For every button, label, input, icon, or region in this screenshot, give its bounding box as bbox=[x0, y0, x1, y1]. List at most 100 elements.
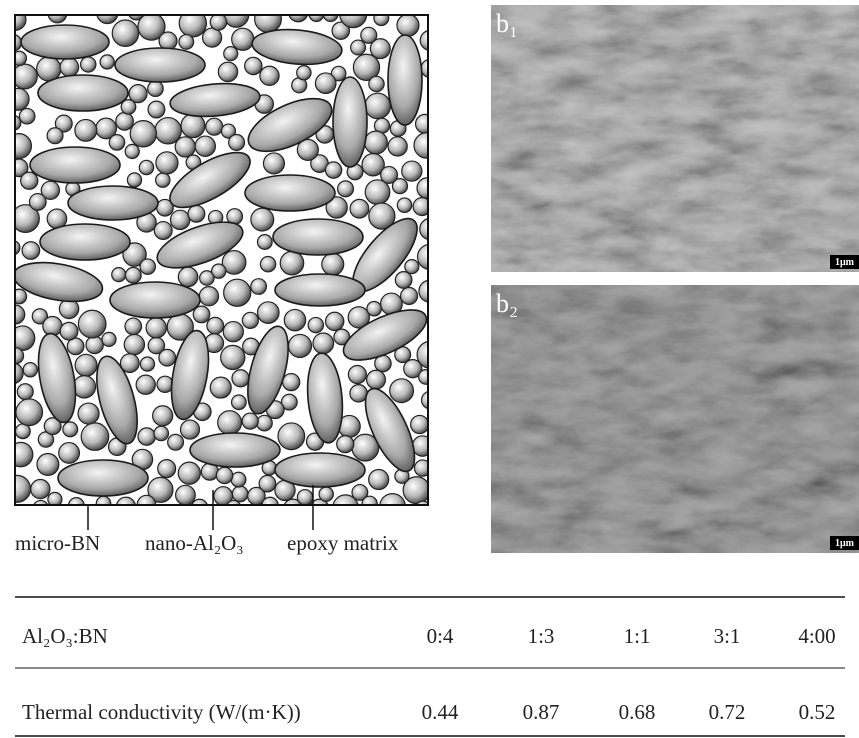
nano-particle bbox=[146, 318, 166, 338]
nano-particle bbox=[176, 485, 196, 505]
nano-particle bbox=[12, 64, 37, 89]
nano-particle bbox=[148, 81, 164, 97]
nano-particle bbox=[388, 137, 407, 156]
nano-particle bbox=[405, 260, 419, 274]
nano-particle bbox=[116, 113, 134, 131]
nano-particle bbox=[180, 420, 199, 439]
micro-platelet bbox=[68, 186, 158, 220]
schematic bbox=[2, 1, 444, 521]
table-header: Al₂O₃:BN bbox=[22, 624, 108, 648]
nano-particle bbox=[154, 222, 172, 240]
micro-platelet bbox=[275, 453, 365, 487]
nano-particle bbox=[5, 34, 22, 51]
nano-particle bbox=[259, 475, 276, 492]
nano-particle bbox=[43, 316, 62, 335]
nano-particle bbox=[156, 152, 178, 174]
nano-particle bbox=[365, 180, 390, 205]
nano-particle bbox=[6, 241, 20, 255]
nano-particle bbox=[313, 333, 334, 354]
nano-particle bbox=[232, 28, 254, 50]
nano-particle bbox=[411, 415, 429, 433]
nano-particle bbox=[224, 47, 238, 61]
nano-particle bbox=[59, 443, 80, 464]
nano-particle bbox=[19, 108, 35, 124]
nano-particle bbox=[8, 442, 32, 466]
scale-bar: 1μm bbox=[835, 538, 855, 549]
nano-particle bbox=[153, 406, 173, 426]
nano-particle bbox=[168, 434, 184, 450]
nano-particle bbox=[73, 376, 95, 398]
nano-particle bbox=[109, 135, 125, 151]
nano-particle bbox=[179, 10, 206, 37]
nano-particle bbox=[154, 426, 169, 441]
micro-platelet bbox=[30, 147, 120, 183]
figure: micro-BN nano-Al₂O₃ epoxy matrix b₁ 1μm … bbox=[0, 0, 859, 738]
nano-particle bbox=[125, 144, 139, 158]
nano-particle bbox=[245, 57, 262, 74]
nano-particle bbox=[260, 66, 279, 85]
table-cell: Thermal conductivity (W/(m·K)) bbox=[22, 700, 301, 724]
nano-particle bbox=[374, 11, 389, 26]
nano-particle bbox=[260, 257, 275, 272]
nano-particle bbox=[350, 385, 367, 402]
nano-particle bbox=[226, 500, 240, 514]
nano-particle bbox=[178, 267, 198, 287]
nano-particle bbox=[33, 500, 48, 515]
nano-particle bbox=[283, 374, 300, 391]
nano-particle bbox=[380, 494, 406, 520]
nano-particle bbox=[78, 310, 106, 338]
micro-platelet bbox=[58, 460, 148, 496]
nano-particle bbox=[2, 363, 23, 384]
table-cell: 0.87 bbox=[523, 700, 560, 724]
nano-particle bbox=[148, 101, 165, 118]
nano-particle bbox=[140, 259, 155, 274]
nano-particle bbox=[224, 279, 251, 306]
nano-particle bbox=[297, 490, 312, 505]
nano-particle bbox=[140, 357, 154, 371]
nano-particle bbox=[199, 287, 218, 306]
nano-particle bbox=[232, 370, 249, 387]
nano-particle bbox=[412, 436, 432, 456]
nano-particle bbox=[401, 287, 418, 304]
nano-particle bbox=[216, 467, 232, 483]
table-cell: 0.68 bbox=[619, 700, 656, 724]
nano-particle bbox=[170, 210, 189, 229]
nano-particle bbox=[319, 487, 333, 501]
nano-particle bbox=[242, 312, 258, 328]
nano-particle bbox=[257, 302, 279, 324]
nano-particle bbox=[417, 341, 444, 368]
nano-particle bbox=[17, 384, 33, 400]
nano-particle bbox=[348, 366, 366, 384]
nano-particle bbox=[23, 363, 37, 377]
nano-particle bbox=[257, 235, 272, 250]
nano-particle bbox=[421, 59, 439, 77]
nano-particle bbox=[81, 423, 108, 450]
nano-particle bbox=[325, 162, 341, 178]
nano-particle bbox=[414, 133, 439, 158]
nano-particle bbox=[78, 403, 99, 424]
micro-platelet bbox=[38, 75, 128, 111]
nano-particle bbox=[397, 198, 411, 212]
nano-particle bbox=[362, 496, 377, 511]
nano-particle bbox=[297, 66, 311, 80]
scale-bar: 1μm bbox=[835, 257, 855, 268]
micro-platelet bbox=[388, 35, 422, 125]
nano-particle bbox=[139, 160, 153, 174]
nano-particle bbox=[86, 336, 103, 353]
table-cell: 0.44 bbox=[422, 700, 459, 724]
nano-particle bbox=[100, 55, 114, 69]
nano-particle bbox=[60, 58, 79, 77]
nano-particle bbox=[251, 208, 274, 231]
nano-particle bbox=[96, 496, 111, 511]
nano-particle bbox=[128, 4, 144, 20]
sem-image: b₂ 1μm bbox=[491, 285, 859, 553]
nano-particle bbox=[31, 479, 50, 498]
label: epoxy matrix bbox=[287, 531, 399, 555]
nano-particle bbox=[155, 118, 181, 144]
sem-image: b₁ 1μm bbox=[491, 5, 859, 272]
table-cell: 0.72 bbox=[709, 700, 746, 724]
nano-particle bbox=[367, 301, 381, 315]
image-label: b₁ bbox=[496, 9, 518, 38]
table-header: 1:1 bbox=[624, 624, 651, 648]
nano-particle bbox=[218, 62, 237, 81]
